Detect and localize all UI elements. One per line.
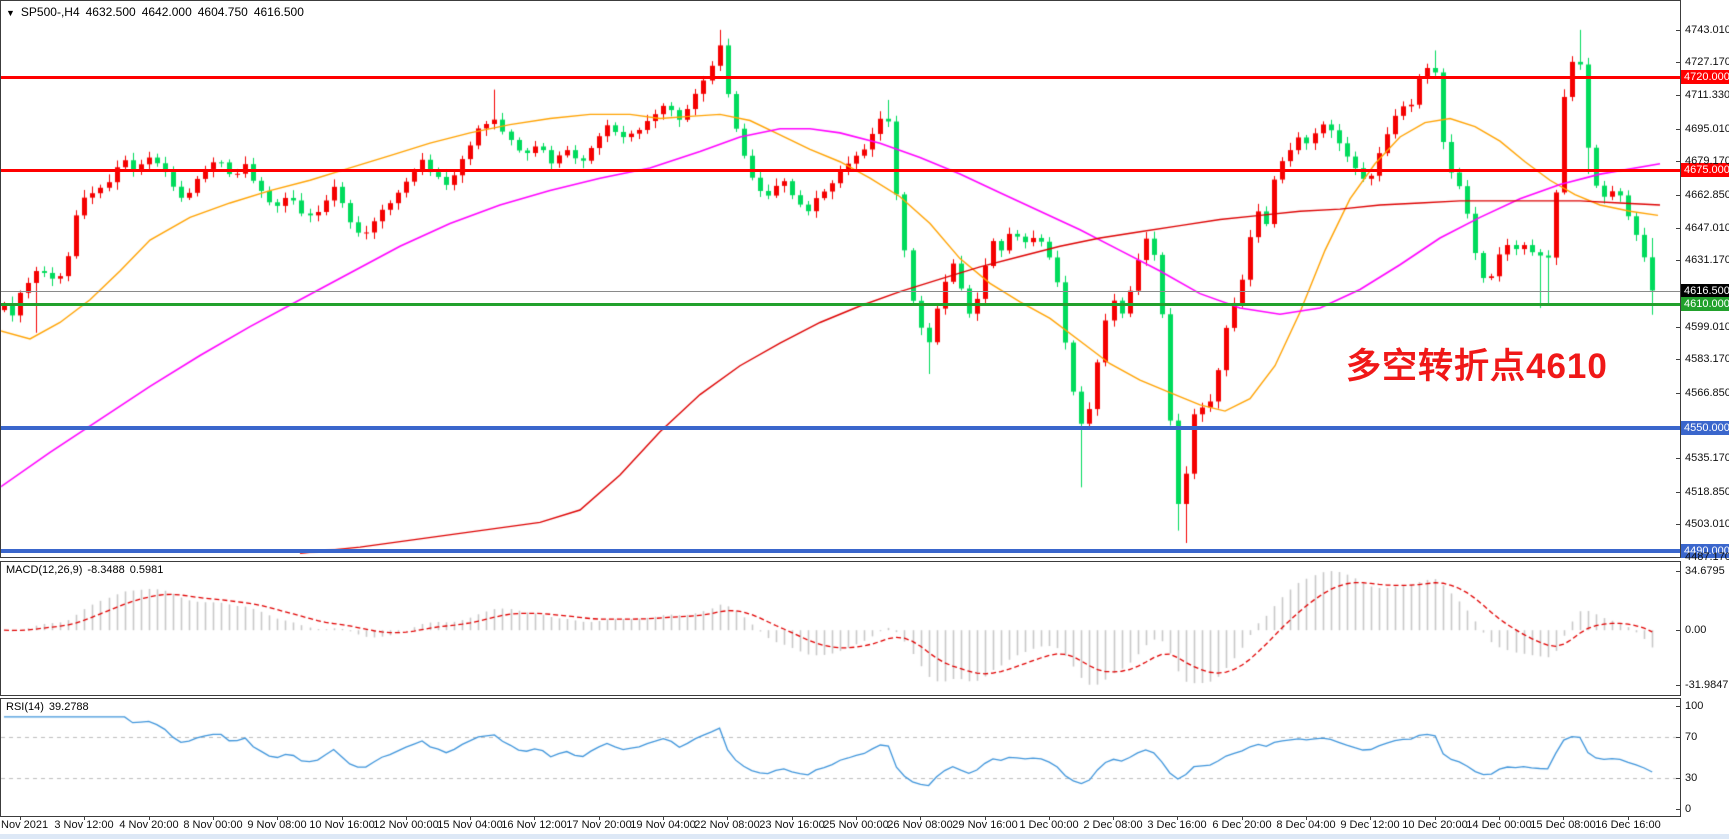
rsi-name: RSI(14) [6, 701, 44, 713]
ohlc-open: 4632.500 [85, 5, 136, 19]
macd-name: MACD(12,26,9) [6, 564, 83, 576]
price-line-support-4550.000[interactable] [1, 426, 1680, 430]
rsi-indicator-label: RSI(14) 39.2788 [6, 701, 94, 713]
ohlc-low: 4604.750 [197, 5, 248, 19]
chart-text-annotation[interactable]: 多空转折点4610 [1346, 347, 1608, 386]
price-line-current-price-4616.500[interactable] [1, 291, 1680, 292]
collapse-arrow-icon[interactable]: ▼ [6, 8, 15, 18]
symbol-timeframe: SP500-,H4 [20, 5, 80, 19]
price-line-resistance-4675.000[interactable] [1, 169, 1680, 172]
price-line-resistance-4720.000[interactable] [1, 76, 1680, 79]
macd-indicator-label: MACD(12,26,9) -8.3488 0.5981 [6, 564, 168, 576]
price-line-pivot-4610.000[interactable] [1, 303, 1680, 306]
macd-signal-value: 0.5981 [129, 564, 164, 576]
ohlc-close: 4616.500 [253, 5, 304, 19]
window-bottom-strip [0, 834, 1729, 839]
chart-title: ▼ SP500-,H4 4632.500 4642.000 4604.750 4616.5… [6, 5, 310, 19]
ohlc-high: 4642.000 [141, 5, 192, 19]
price-line-support-4490.000[interactable] [1, 549, 1680, 553]
rsi-value: 39.2788 [48, 701, 89, 713]
macd-main-value: -8.3488 [87, 564, 125, 576]
